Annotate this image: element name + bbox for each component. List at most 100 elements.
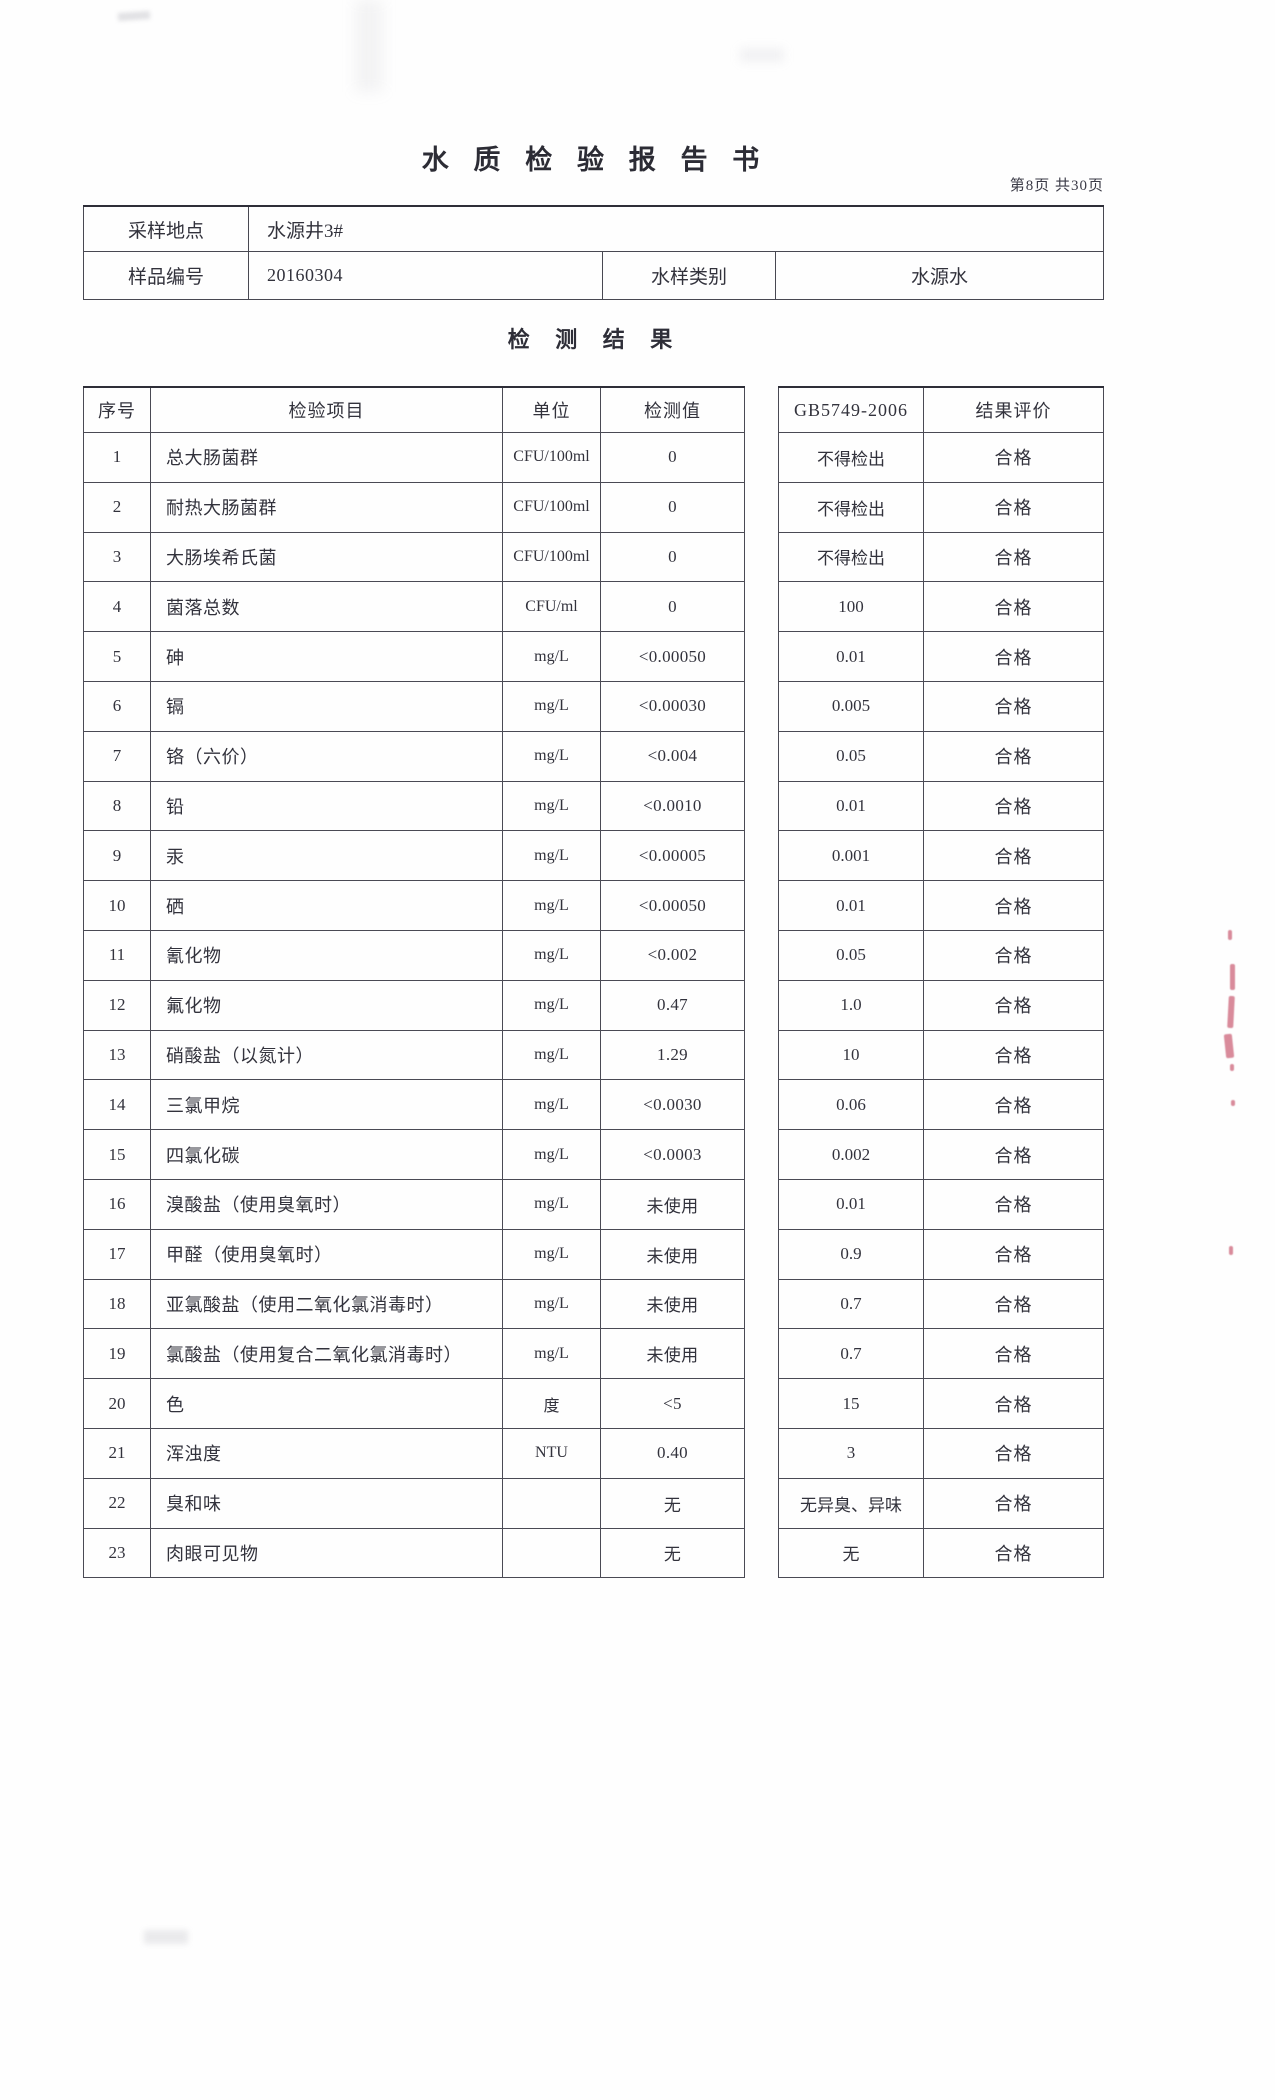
cell-evaluation: 合格 — [923, 1477, 1104, 1529]
cell-item: 氯酸盐（使用复合二氧化氯消毒时） — [150, 1328, 503, 1380]
cell-standard: 无 — [778, 1527, 924, 1579]
table-row: 3 合格 — [778, 1427, 1104, 1479]
cell-item: 耐热大肠菌群 — [150, 481, 503, 533]
cell-item: 溴酸盐（使用臭氧时） — [150, 1178, 503, 1230]
table-row: 2 耐热大肠菌群 CFU/100ml 0 — [83, 481, 745, 533]
sample-location-label: 采样地点 — [83, 205, 249, 252]
cell-standard: 100 — [778, 581, 924, 633]
table-row: 0.01 合格 — [778, 880, 1104, 931]
cell-item: 硒 — [150, 880, 503, 931]
results-table-left: 序号 检验项目 单位 检测值 1 总大肠菌群 CFU/100ml 0 2 耐热大肠菌群 CF… — [83, 386, 745, 1579]
cell-no: 8 — [83, 780, 151, 832]
table-row: 23 肉眼可见物 无 — [83, 1527, 745, 1579]
cell-no: 19 — [83, 1328, 151, 1380]
cell-standard: 0.7 — [778, 1328, 924, 1380]
cell-unit: mg/L — [502, 1178, 601, 1230]
table-row: 12 氟化物 mg/L 0.47 — [83, 979, 745, 1031]
results-table-right: GB5749-2006 结果评价 不得检出 合格 不得检出 合格 不得检出 合格 100 合格… — [778, 386, 1104, 1579]
cell-standard: 不得检出 — [778, 481, 924, 533]
table-row: 19 氯酸盐（使用复合二氧化氯消毒时） mg/L 未使用 — [83, 1328, 745, 1380]
cell-value: <0.002 — [600, 929, 745, 981]
cell-value: <0.00050 — [600, 631, 745, 682]
cell-standard: 0.01 — [778, 1178, 924, 1230]
section-title: 检 测 结 果 — [507, 327, 683, 352]
cell-no: 4 — [83, 581, 151, 633]
cell-unit: mg/L — [502, 680, 601, 732]
cell-item: 铬（六价） — [150, 730, 503, 782]
sample-number-row: 样品编号 20160304 水样类别 水源水 — [83, 251, 1104, 300]
cell-evaluation: 合格 — [923, 830, 1104, 882]
cell-standard: 不得检出 — [778, 432, 924, 483]
table-row: 20 色度 <5 — [83, 1378, 745, 1429]
cell-item: 肉眼可见物 — [150, 1527, 503, 1579]
sample-number-label: 样品编号 — [83, 251, 249, 300]
page-number: 第8页 共30页 — [1009, 178, 1104, 194]
table-row: 21 浑浊度 NTU 0.40 — [83, 1427, 745, 1479]
table-row: 不得检出 合格 — [778, 432, 1104, 483]
table-row: 0.005 合格 — [778, 680, 1104, 732]
cell-item: 硝酸盐（以氮计） — [150, 1029, 503, 1081]
water-type-label: 水样类别 — [602, 251, 776, 300]
cell-standard: 0.9 — [778, 1228, 924, 1280]
table-row: 0.7 合格 — [778, 1278, 1104, 1330]
cell-no: 16 — [83, 1178, 151, 1230]
table-row: 11 氰化物 mg/L <0.002 — [83, 929, 745, 981]
cell-value: <5 — [600, 1378, 745, 1429]
table-row: 0.002 合格 — [778, 1129, 1104, 1180]
cell-no: 2 — [83, 481, 151, 533]
cell-item: 臭和味 — [150, 1477, 503, 1529]
cell-no: 23 — [83, 1527, 151, 1579]
cell-evaluation: 合格 — [923, 1427, 1104, 1479]
cell-no: 18 — [83, 1278, 151, 1330]
cell-item: 氰化物 — [150, 929, 503, 981]
cell-unit: CFU/100ml — [502, 481, 601, 533]
cell-item: 砷 — [150, 631, 503, 682]
cell-value: <0.00005 — [600, 830, 745, 882]
cell-item: 镉 — [150, 680, 503, 732]
cell-standard: 15 — [778, 1378, 924, 1429]
cell-no: 10 — [83, 880, 151, 931]
cell-value: 未使用 — [600, 1228, 745, 1280]
cell-unit: mg/L — [502, 631, 601, 682]
cell-value: 1.29 — [600, 1029, 745, 1081]
table-row: 0.05 合格 — [778, 730, 1104, 782]
cell-no: 11 — [83, 929, 151, 981]
cell-standard: 0.01 — [778, 880, 924, 931]
cell-unit: CFU/ml — [502, 581, 601, 633]
cell-item: 三氯甲烷 — [150, 1079, 503, 1131]
cell-unit: mg/L — [502, 830, 601, 882]
cell-value: 0 — [600, 531, 745, 583]
cell-no: 7 — [83, 730, 151, 782]
cell-evaluation: 合格 — [923, 481, 1104, 533]
table-row: 3 大肠埃希氏菌 CFU/100ml 0 — [83, 531, 745, 583]
cell-evaluation: 合格 — [923, 531, 1104, 583]
cell-no: 17 — [83, 1228, 151, 1280]
cell-value: <0.004 — [600, 730, 745, 782]
cell-evaluation: 合格 — [923, 1079, 1104, 1131]
table-row: 15 四氯化碳 mg/L <0.0003 — [83, 1129, 745, 1180]
cell-evaluation: 合格 — [923, 780, 1104, 832]
table-row: 0.7 合格 — [778, 1328, 1104, 1380]
cell-unit: mg/L — [502, 1079, 601, 1131]
scan-smudge — [117, 10, 151, 22]
cell-evaluation: 合格 — [923, 1228, 1104, 1280]
cell-standard: 0.002 — [778, 1129, 924, 1180]
cell-unit: mg/L — [502, 1029, 601, 1081]
header-item: 检验项目 — [150, 386, 503, 433]
table-row: 14 三氯甲烷 mg/L <0.0030 — [83, 1079, 745, 1131]
cell-item: 菌落总数 — [150, 581, 503, 633]
header-unit: 单位 — [502, 386, 601, 433]
cell-standard: 0.05 — [778, 929, 924, 981]
cell-standard: 不得检出 — [778, 531, 924, 583]
cell-value: 未使用 — [600, 1328, 745, 1380]
cell-no: 20 — [83, 1378, 151, 1429]
cell-no: 5 — [83, 631, 151, 682]
cell-evaluation: 合格 — [923, 1527, 1104, 1579]
table-row: 4 菌落总数 CFU/ml 0 — [83, 581, 745, 633]
cell-unit: mg/L — [502, 780, 601, 832]
cell-evaluation: 合格 — [923, 1378, 1104, 1429]
cell-evaluation: 合格 — [923, 631, 1104, 682]
table-row: 无异臭、异味 合格 — [778, 1477, 1104, 1529]
header-value: 检测值 — [600, 386, 745, 433]
page-title: 水 质 检 验 报 告 书 — [421, 145, 769, 175]
